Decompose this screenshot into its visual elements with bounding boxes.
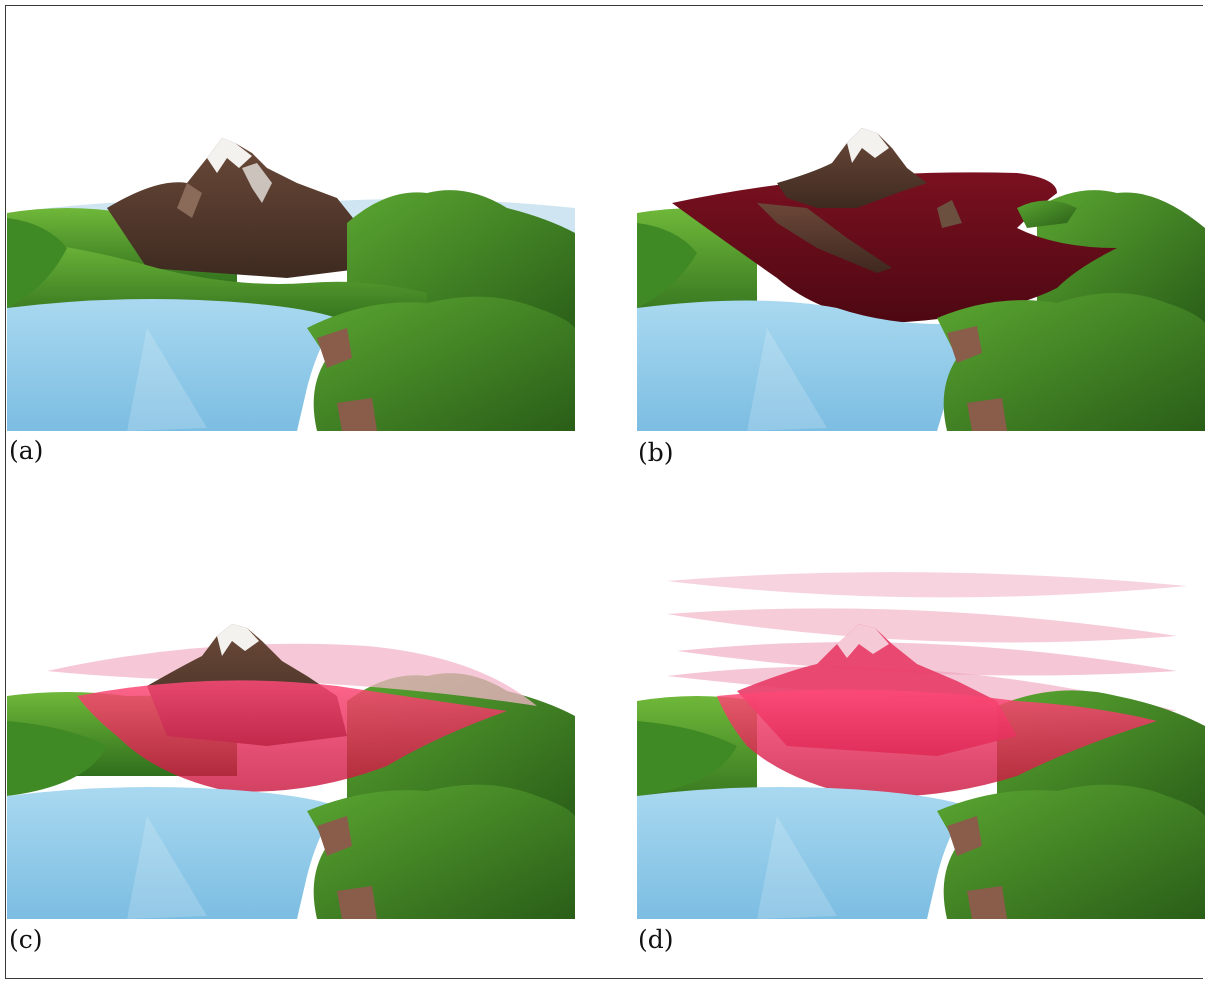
- caption-a: (a): [9, 436, 44, 465]
- caption-c: (c): [9, 925, 43, 954]
- terrain-render-stacked-layers-icon: [637, 496, 1205, 919]
- terrain-panel-d: [637, 496, 1205, 919]
- caption-b: (b): [638, 438, 674, 467]
- terrain-panel-a: [7, 8, 575, 431]
- terrain-panel-b: [637, 8, 1205, 431]
- terrain-panel-c: [7, 496, 575, 919]
- caption-d: (d): [638, 925, 674, 954]
- figure-frame: [5, 5, 1203, 979]
- terrain-render-no-layers-icon: [7, 8, 575, 431]
- terrain-render-translucent-layers-icon: [7, 496, 575, 919]
- terrain-render-opaque-layer-icon: [637, 8, 1205, 431]
